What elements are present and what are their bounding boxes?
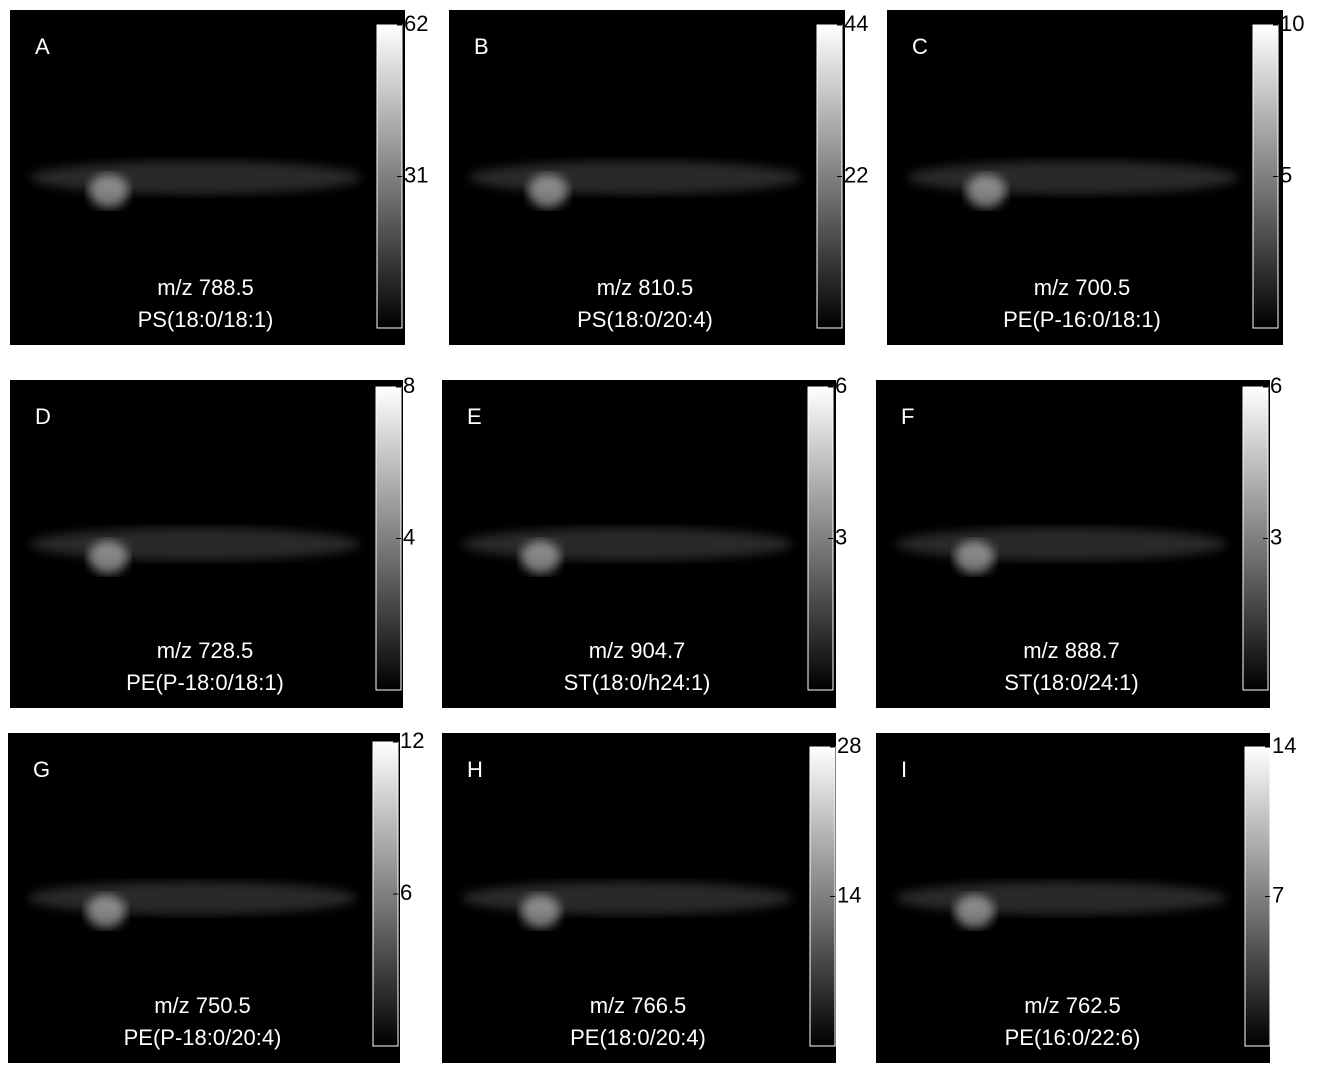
- lipid-label: PS(18:0/18:1): [138, 307, 274, 332]
- panel-letter: C: [912, 34, 928, 59]
- panel: Im/z 762.5 PE(16:0/22:6) 14 7: [876, 733, 1296, 1063]
- colorbar-tick-label: 10: [1280, 11, 1304, 36]
- tissue: [28, 882, 357, 915]
- panel-letter: E: [467, 404, 482, 429]
- tissue-spot: [955, 541, 994, 574]
- colorbar-tick-label: 22: [844, 162, 868, 187]
- panel-letter: F: [901, 404, 914, 429]
- mz-label: m/z 750.5: [154, 993, 251, 1018]
- colorbar-tick-label: 4: [403, 524, 415, 549]
- panel-letter: G: [33, 757, 50, 782]
- mz-label: m/z 810.5: [597, 275, 694, 300]
- lipid-label: PE(18:0/20:4): [570, 1025, 706, 1050]
- panel-letter: A: [35, 34, 50, 59]
- panel: Cm/z 700.5 PE(P-16:0/18:1) 10 5: [887, 10, 1304, 345]
- lipid-label: ST(18:0/h24:1): [564, 670, 711, 695]
- colorbar-tick-label: 6: [835, 373, 847, 398]
- colorbar-tick-label: 28: [837, 733, 861, 758]
- panel-letter: H: [467, 757, 483, 782]
- colorbar-tick-label: 7: [1272, 882, 1284, 907]
- lipid-label: PS(18:0/20:4): [577, 307, 713, 332]
- colorbar-tick-label: 3: [1270, 524, 1282, 549]
- colorbar-tick-label: 6: [400, 880, 412, 905]
- lipid-label: PE(P-18:0/20:4): [124, 1025, 282, 1050]
- panel: Bm/z 810.5 PS(18:0/20:4) 44 22: [449, 10, 868, 345]
- colorbar-tick-label: 12: [400, 728, 424, 753]
- mz-label: m/z 700.5: [1034, 275, 1131, 300]
- tissue: [907, 161, 1240, 195]
- lipid-label: PE(P-18:0/18:1): [126, 670, 284, 695]
- colorbar-tick-label: 5: [1280, 162, 1292, 187]
- colorbar-tick-label: 8: [403, 373, 415, 398]
- colorbar-tick-label: 44: [844, 11, 868, 36]
- colorbar-tick-label: 62: [404, 11, 428, 36]
- panel: Hm/z 766.5 PE(18:0/20:4) 28 14: [442, 733, 861, 1063]
- tissue-spot: [521, 541, 560, 574]
- colorbar-tick-label: 3: [835, 524, 847, 549]
- colorbar-tick-label: 6: [1270, 373, 1282, 398]
- tissue: [462, 882, 793, 915]
- tissue: [30, 528, 360, 561]
- tissue-spot: [528, 174, 568, 208]
- mz-label: m/z 728.5: [157, 638, 254, 663]
- lipid-label: PE(16:0/22:6): [1005, 1025, 1141, 1050]
- panel: Am/z 788.5 PS(18:0/18:1) 62 31: [10, 10, 428, 345]
- panel: Fm/z 888.7 ST(18:0/24:1) 6 3: [876, 373, 1282, 708]
- mz-label: m/z 766.5: [590, 993, 687, 1018]
- tissue: [30, 161, 362, 195]
- lipid-label: ST(18:0/24:1): [1004, 670, 1139, 695]
- colorbar-tick-label: 31: [404, 162, 428, 187]
- panel: Dm/z 728.5 PE(P-18:0/18:1) 8 4: [10, 373, 415, 708]
- tissue: [896, 882, 1227, 915]
- tissue-spot: [89, 541, 128, 574]
- tissue-spot: [966, 174, 1006, 208]
- panel-letter: B: [474, 34, 489, 59]
- mz-label: m/z 762.5: [1024, 993, 1121, 1018]
- colorbar-tick-label: 14: [1272, 733, 1296, 758]
- figure: Am/z 788.5 PS(18:0/18:1) 62 31 Bm/z 810.5 PS(…: [0, 0, 1318, 1065]
- mz-label: m/z 788.5: [157, 275, 254, 300]
- colorbar-tick-label: 14: [837, 882, 861, 907]
- panel-letter: I: [901, 757, 907, 782]
- panel: Gm/z 750.5 PE(P-18:0/20:4) 12 6: [8, 728, 424, 1063]
- tissue: [469, 161, 802, 195]
- tissue: [896, 528, 1227, 561]
- lipid-label: PE(P-16:0/18:1): [1003, 307, 1161, 332]
- mz-label: m/z 888.7: [1023, 638, 1120, 663]
- panel: Em/z 904.7 ST(18:0/h24:1) 6 3: [442, 373, 847, 708]
- tissue-spot: [86, 895, 125, 928]
- tissue-spot: [89, 174, 129, 208]
- tissue-spot: [521, 895, 560, 928]
- tissue: [462, 528, 793, 561]
- mz-label: m/z 904.7: [589, 638, 686, 663]
- tissue-spot: [955, 895, 994, 928]
- panel-letter: D: [35, 404, 51, 429]
